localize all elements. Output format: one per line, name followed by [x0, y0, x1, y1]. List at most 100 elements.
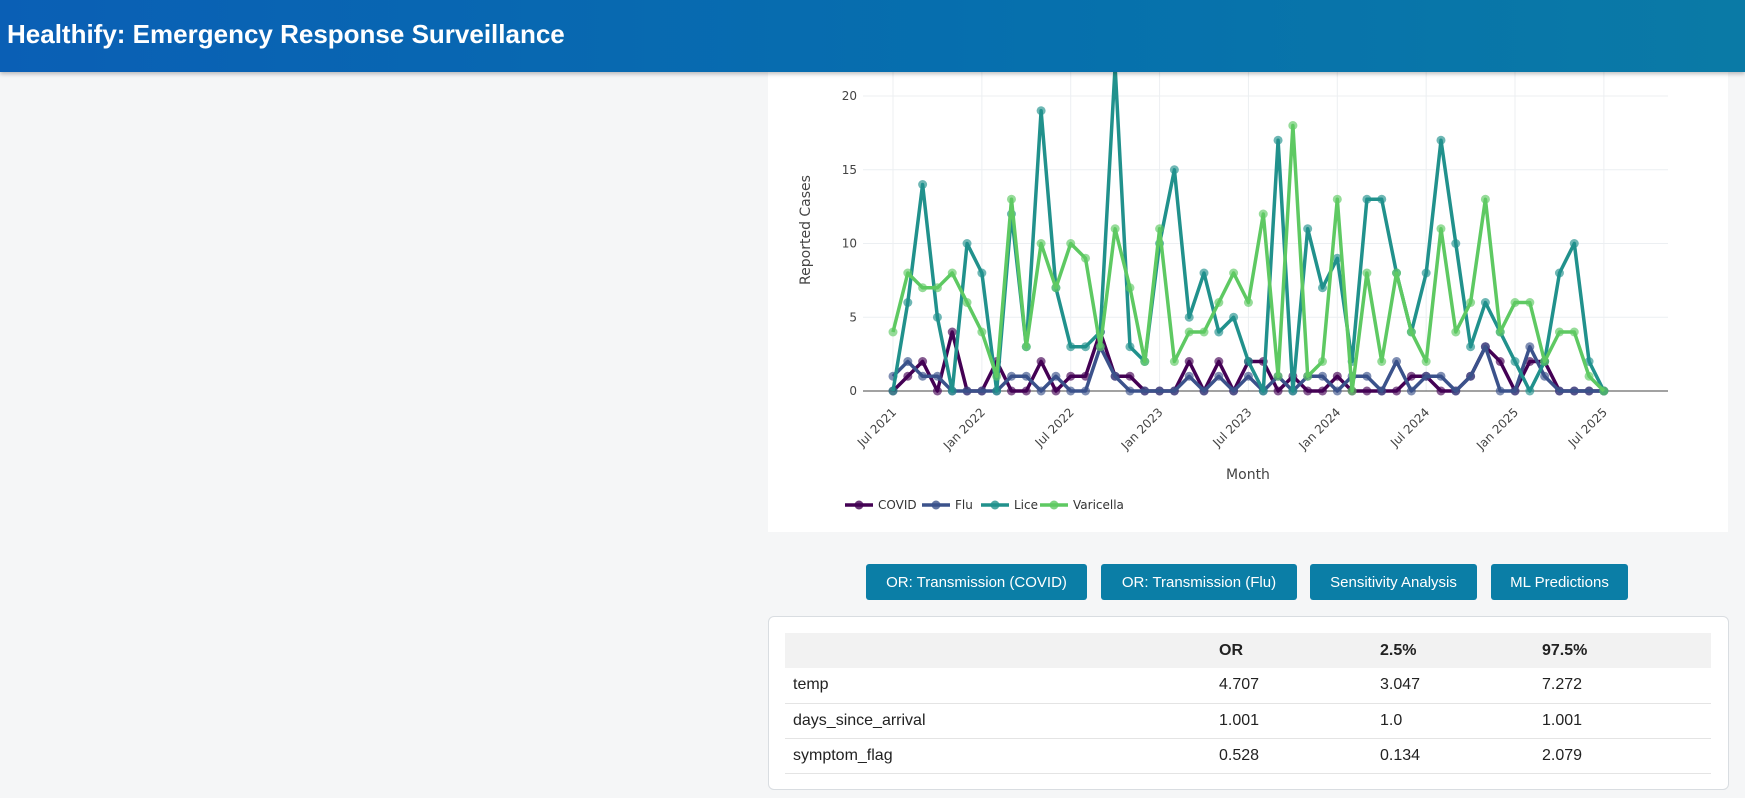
legend-label: Varicella — [1073, 498, 1124, 512]
table-cell: 7.272 — [1534, 668, 1711, 704]
or-transmission-covid-button[interactable]: OR: Transmission (COVID) — [866, 564, 1087, 600]
data-point — [932, 386, 942, 396]
x-tick-label: Jul 2021 — [854, 405, 899, 450]
data-point — [1036, 106, 1046, 116]
data-point — [992, 386, 1002, 396]
data-point — [1243, 371, 1253, 381]
data-point — [1377, 357, 1387, 366]
data-point — [1184, 371, 1194, 381]
data-point — [1436, 224, 1446, 234]
data-point — [1051, 283, 1061, 293]
data-point — [977, 327, 987, 337]
odds-ratio-table: OR 2.5% 97.5% temp 4.707 3.047 7.272 day… — [785, 633, 1711, 774]
data-point — [1377, 194, 1387, 204]
data-point — [1125, 283, 1135, 293]
table-row: symptom_flag 0.528 0.134 2.079 — [785, 738, 1711, 774]
data-point — [1169, 357, 1179, 366]
data-point — [918, 283, 928, 293]
data-point — [1525, 298, 1535, 307]
data-point — [1392, 386, 1402, 396]
data-point — [932, 312, 942, 322]
data-point — [1406, 327, 1416, 337]
data-point — [947, 268, 957, 278]
ml-predictions-button[interactable]: ML Predictions — [1491, 564, 1628, 600]
series-varicella — [888, 121, 1609, 396]
data-point — [1036, 357, 1046, 366]
data-point — [1525, 386, 1535, 396]
data-point — [1199, 386, 1209, 396]
data-point — [1362, 268, 1372, 278]
data-point — [1243, 357, 1253, 366]
data-point — [1599, 386, 1609, 396]
data-point — [1317, 283, 1327, 293]
data-point — [1169, 386, 1179, 396]
data-point — [1184, 312, 1194, 322]
data-point — [1006, 371, 1016, 381]
data-point — [1480, 194, 1490, 204]
data-point — [1466, 342, 1476, 352]
data-point — [1480, 298, 1490, 307]
table-cell: 1.001 — [1211, 703, 1372, 739]
data-point — [1214, 357, 1224, 366]
data-point — [1006, 194, 1016, 204]
data-point — [1066, 386, 1076, 396]
data-point — [1214, 298, 1224, 307]
data-point — [1081, 371, 1091, 381]
data-point — [1199, 327, 1209, 337]
legend-label: Flu — [955, 498, 973, 512]
data-point — [1347, 386, 1357, 396]
data-point — [1406, 386, 1416, 396]
y-tick-label: 15 — [842, 163, 857, 177]
data-point — [1051, 386, 1061, 396]
column-header-variable — [785, 633, 1211, 668]
data-point — [1495, 327, 1505, 337]
y-tick-label: 20 — [842, 89, 857, 103]
data-point — [1140, 357, 1150, 366]
data-point — [1214, 327, 1224, 337]
data-point — [1155, 386, 1165, 396]
table-row: days_since_arrival 1.001 1.0 1.001 — [785, 703, 1711, 739]
data-point — [1081, 386, 1091, 396]
x-axis-title: Month — [1226, 467, 1270, 483]
legend-item-varicella: Varicella — [1040, 498, 1124, 512]
data-point — [1051, 371, 1061, 381]
or-transmission-flu-button[interactable]: OR: Transmission (Flu) — [1101, 564, 1297, 600]
y-tick-label: 0 — [849, 384, 857, 398]
data-point — [1332, 194, 1342, 204]
data-point — [1036, 386, 1046, 396]
data-point — [1258, 386, 1268, 396]
data-point — [1199, 268, 1209, 278]
x-tick-label: Jan 2023 — [1118, 405, 1166, 453]
data-point — [1569, 239, 1579, 248]
x-tick-label: Jul 2025 — [1565, 405, 1610, 450]
data-point — [1273, 135, 1283, 145]
data-point — [1110, 371, 1120, 381]
data-point — [1081, 253, 1091, 263]
data-point — [1554, 268, 1564, 278]
data-point — [1066, 239, 1076, 248]
sensitivity-analysis-button[interactable]: Sensitivity Analysis — [1310, 564, 1477, 600]
data-point — [1569, 386, 1579, 396]
data-point — [1081, 342, 1091, 352]
data-point — [1332, 253, 1342, 263]
data-point — [1036, 239, 1046, 248]
legend-swatch-marker — [854, 500, 864, 510]
data-point — [1066, 342, 1076, 352]
table-cell: 3.047 — [1372, 668, 1534, 704]
x-tick-label: Jul 2024 — [1387, 405, 1432, 450]
data-point — [1510, 357, 1520, 366]
data-point — [1362, 371, 1372, 381]
data-point — [1184, 327, 1194, 337]
y-tick-label: 5 — [849, 310, 857, 324]
data-point — [1184, 357, 1194, 366]
data-point — [1273, 386, 1283, 396]
data-point — [1451, 239, 1461, 248]
data-point — [977, 268, 987, 278]
data-point — [1525, 342, 1535, 352]
data-point — [903, 298, 913, 307]
cases-chart-card: 0 5 10 15 20 Jul 2021 Jan 2022 Jul 2022 Jan 2023… — [768, 60, 1728, 532]
table-cell: 0.134 — [1372, 738, 1534, 774]
data-point — [1436, 135, 1446, 145]
data-point — [1303, 371, 1313, 381]
table-cell: temp — [785, 668, 1211, 704]
